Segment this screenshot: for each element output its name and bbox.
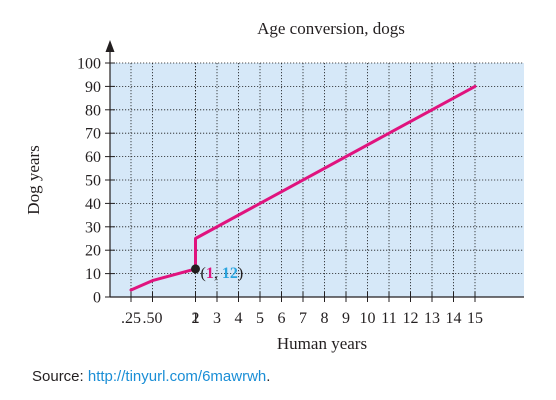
x-tick-label: 7	[299, 310, 307, 327]
y-tick-label: 90	[85, 79, 101, 96]
y-tick-label: 10	[85, 266, 101, 283]
highlight-point-group: (1, 12)	[191, 264, 243, 282]
highlight-point	[191, 264, 200, 274]
y-axis-arrow-icon	[105, 40, 115, 52]
x-tick-label: 3	[213, 310, 221, 327]
y-tick-label: 40	[85, 196, 101, 213]
chart-title: Age conversion, dogs	[257, 19, 405, 38]
y-tick-label: 20	[85, 243, 101, 260]
x-tick-label: 11	[381, 310, 396, 327]
y-tick-label: 50	[85, 173, 101, 190]
x-tick-label: 14	[446, 310, 462, 327]
source-note: Source: http://tinyurl.com/6mawrwh.	[32, 368, 270, 385]
x-tick-label: 9	[342, 310, 350, 327]
y-tick-label: 30	[85, 219, 101, 236]
y-tick-label: 60	[85, 149, 101, 166]
x-tick-label: 12	[403, 310, 419, 327]
y-tick-label: 70	[85, 126, 101, 143]
highlight-point-label: (1, 12)	[201, 265, 244, 282]
x-tick-label: 10	[360, 310, 376, 327]
highlight-label-part: (	[201, 265, 206, 282]
x-tick-labels: .25.50 12 3 4 5 6 7 8 9 10 11 12 13 14 15	[121, 292, 483, 327]
x-tick-label: .25	[121, 310, 141, 327]
x-tick-label: 15	[467, 310, 483, 327]
source-link[interactable]: http://tinyurl.com/6mawrwh	[87, 368, 267, 385]
highlight-label-part: )	[238, 265, 243, 282]
dog-age-chart: Age conversion, dogs .25.50 12 3 4 5 6 7 8 9 10 11…	[24, 19, 524, 353]
y-axis-label: Dog years	[24, 145, 43, 214]
y-tick-label: 80	[85, 102, 101, 119]
grid-lines	[110, 62, 524, 297]
highlight-label-part: 12	[222, 265, 238, 282]
x-tick-label: 1	[192, 310, 200, 327]
highlight-label-part: ,	[214, 265, 222, 282]
y-tick-label: 100	[77, 56, 101, 73]
x-tick-label: 6	[278, 310, 286, 327]
x-tick-label: 2	[192, 310, 200, 327]
source-suffix: .	[266, 368, 271, 385]
x-tick-label: 13	[424, 310, 440, 327]
x-tick-label: .50	[143, 310, 163, 327]
axes	[105, 40, 524, 298]
x-tick-label: 4	[235, 310, 243, 327]
x-tick-label: 5	[256, 310, 264, 327]
y-tick-label: 0	[93, 290, 101, 307]
x-tick-label: 8	[321, 310, 329, 327]
y-tick-labels: 0 10 20 30 40 50 60 70 80 90 100	[77, 56, 115, 307]
highlight-label-part: 1	[206, 265, 214, 282]
x-axis-label: Human years	[277, 334, 367, 353]
source-prefix: Source:	[32, 368, 88, 385]
